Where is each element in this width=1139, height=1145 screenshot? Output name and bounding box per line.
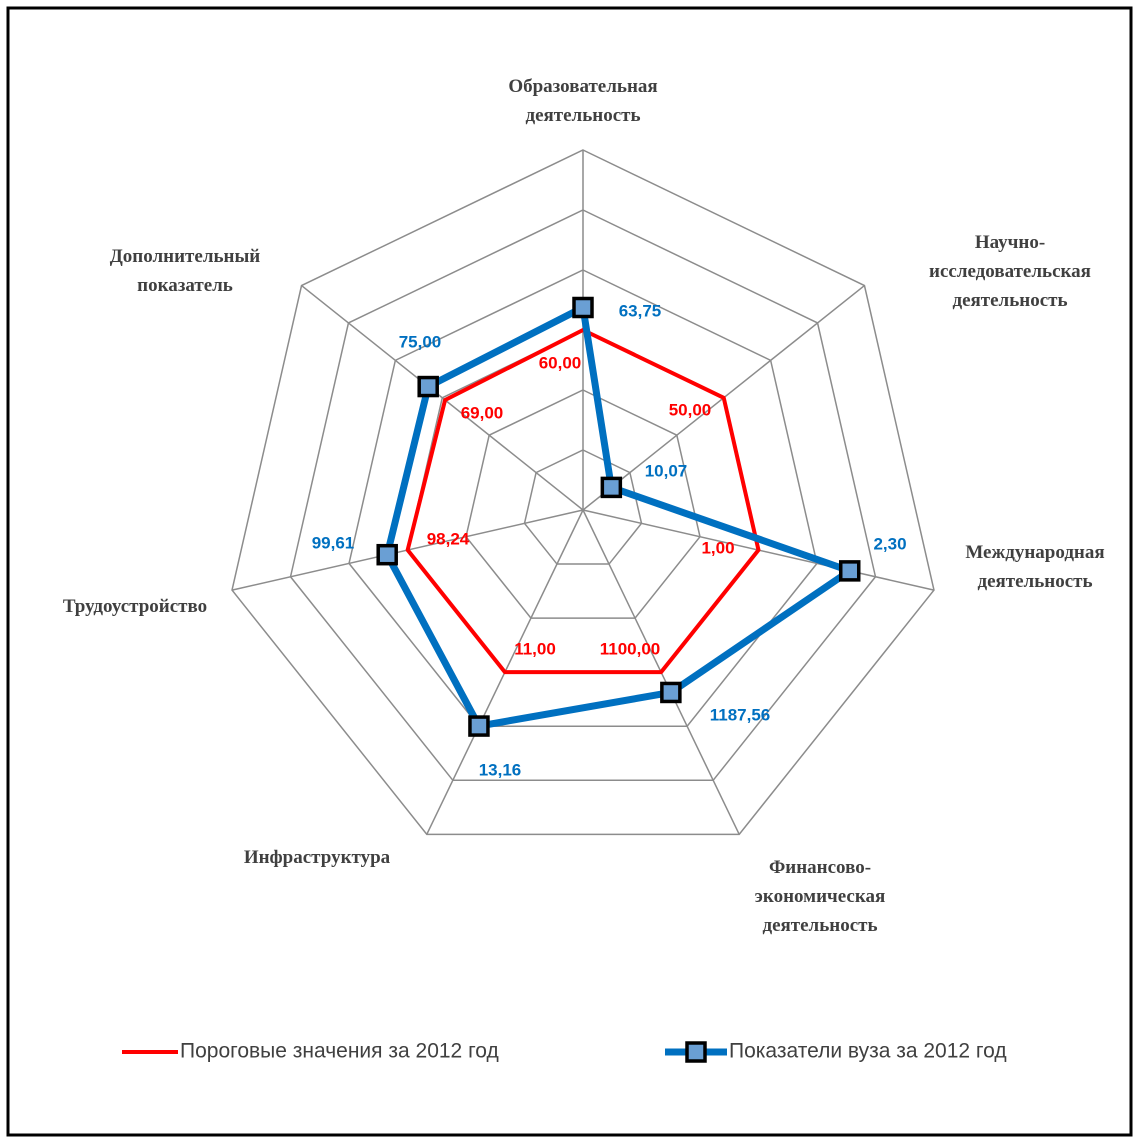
data-label: 60,00 (539, 353, 582, 372)
data-label: 13,16 (479, 760, 522, 779)
axis-label: Международная деятельность (965, 542, 1105, 592)
series-line (405, 328, 761, 675)
grid-ring (465, 389, 701, 619)
data-label: 98,24 (427, 529, 470, 548)
marker (838, 560, 861, 582)
marker (376, 543, 398, 566)
data-label: 1100,00 (600, 639, 661, 658)
marker (660, 681, 682, 704)
data-label: 11,00 (514, 639, 556, 658)
axis-label: Образовательная деятельность (508, 76, 658, 126)
data-label: 2,30 (873, 534, 906, 553)
marker (417, 375, 439, 398)
axis-label: Финансово-экономическая деятельность (754, 857, 886, 936)
axis-label: Инфраструктура (243, 847, 391, 868)
chart-frame (6, 6, 1133, 1137)
axis-label: Дополнительный показатель (109, 246, 261, 296)
series-line (383, 304, 854, 730)
grid-ring (523, 449, 643, 565)
grid-ring (348, 269, 818, 727)
data-label: 75,00 (399, 332, 442, 351)
legend-label: Пороговые значения за 2012 год (180, 1040, 499, 1063)
data-label: 69,00 (461, 403, 504, 422)
marker (468, 715, 490, 737)
data-label: 1187,56 (710, 705, 771, 724)
marker (600, 476, 623, 499)
data-label: 99,61 (312, 533, 355, 552)
axis-label: Научно-исследовательская деятельность (929, 232, 1091, 311)
grid-ring (289, 209, 877, 782)
axis-spoke (301, 284, 584, 511)
axis-label: Трудоустройство (62, 596, 208, 617)
data-label: 1,00 (701, 538, 734, 557)
data-label: 63,75 (619, 301, 662, 320)
legend-label: Показатели вуза за 2012 год (729, 1040, 1007, 1063)
legend-marker (685, 1041, 707, 1063)
grid-ring (231, 149, 935, 836)
marker (572, 296, 594, 319)
data-label: 50,00 (669, 400, 712, 419)
data-label: 10,07 (645, 461, 688, 480)
